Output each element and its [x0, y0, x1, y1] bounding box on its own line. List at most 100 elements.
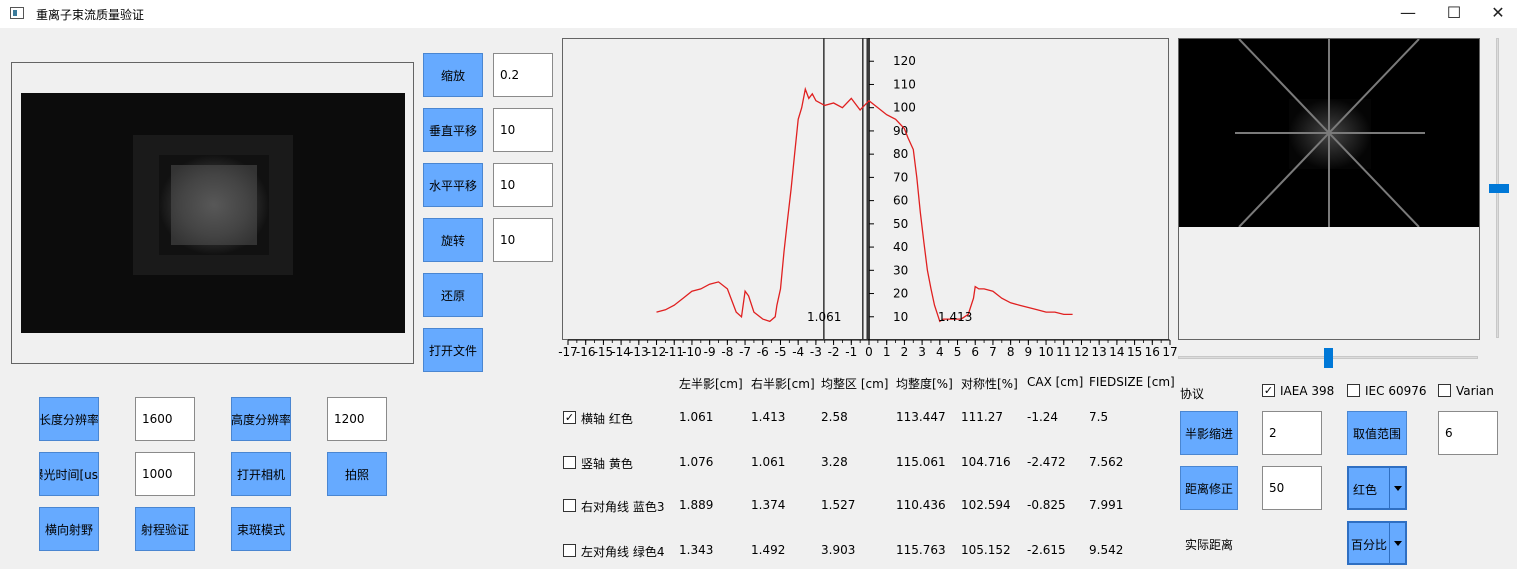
table-cell: 3.28	[821, 455, 848, 469]
penumbra-indent-input[interactable]: 2	[1262, 411, 1322, 455]
width-resolution-button[interactable]: 长度分辨率	[39, 397, 99, 441]
table-cell: 1.527	[821, 498, 856, 512]
row-checkbox[interactable]	[563, 544, 576, 557]
minimize-button[interactable]: —	[1400, 3, 1416, 22]
distance-correction-button[interactable]: 距离修正	[1180, 466, 1238, 510]
table-header: CAX [cm]	[1027, 375, 1084, 389]
zoom-input[interactable]: 0.2	[493, 53, 553, 97]
restore-button[interactable]: 还原	[423, 273, 483, 317]
rotate-input[interactable]: 10	[493, 218, 553, 262]
row-label: 左对角线 绿色4	[581, 545, 665, 559]
exposure-time-label: 曝光时间[us	[40, 467, 98, 482]
camera-preview-panel	[11, 62, 414, 364]
color-dropdown[interactable]: 红色	[1347, 466, 1407, 510]
penumbra-indent-button[interactable]: 半影缩进	[1180, 411, 1238, 455]
x-tick-label: -16	[576, 345, 596, 359]
x-tick-label: 6	[971, 345, 979, 359]
value-range-input[interactable]: 6	[1438, 411, 1498, 455]
rotate-button[interactable]: 旋转	[423, 218, 483, 262]
table-cell: 105.152	[961, 543, 1011, 557]
table-cell: 1.061	[679, 410, 714, 424]
exposure-time-button[interactable]: 曝光时间[us	[39, 452, 99, 496]
x-tick-label: -10	[682, 345, 702, 359]
x-tick-label: 14	[1109, 345, 1124, 359]
protocol-option-label: IAEA 398	[1280, 384, 1335, 398]
lateral-field-button[interactable]: 横向射野	[39, 507, 99, 551]
x-tick-label: -2	[828, 345, 840, 359]
horizontal-shift-button[interactable]: 水平平移	[423, 163, 483, 207]
table-cell: 115.763	[896, 543, 946, 557]
detector-preview-panel	[1178, 38, 1480, 340]
table-cell: 1.076	[679, 455, 714, 469]
x-tick-label: -12	[647, 345, 667, 359]
protocol-checkbox[interactable]	[1347, 384, 1360, 397]
table-cell: 111.27	[961, 410, 1003, 424]
protocol-checkbox[interactable]: ✓	[1262, 384, 1275, 397]
table-cell: 113.447	[896, 410, 946, 424]
x-tick-label: -15	[594, 345, 614, 359]
x-tick-label: 15	[1127, 345, 1142, 359]
x-tick-label: 13	[1092, 345, 1107, 359]
table-cell: 1.889	[679, 498, 714, 512]
x-tick-label: -9	[704, 345, 716, 359]
x-tick-label: 10	[1038, 345, 1053, 359]
table-header: 右半影[cm]	[751, 377, 815, 391]
table-cell: -2.472	[1027, 455, 1066, 469]
annotation-label: 1.413	[938, 310, 972, 324]
height-resolution-button[interactable]: 高度分辨率	[231, 397, 291, 441]
horizontal-slider-thumb[interactable]	[1323, 348, 1333, 368]
vertical-shift-input[interactable]: 10	[493, 108, 553, 152]
width-resolution-input[interactable]: 1600	[135, 397, 195, 441]
zoom-button[interactable]: 缩放	[423, 53, 483, 97]
table-cell: 115.061	[896, 455, 946, 469]
color-dropdown-value: 红色	[1353, 483, 1378, 497]
horizontal-shift-input[interactable]: 10	[493, 163, 553, 207]
open-file-button[interactable]: 打开文件	[423, 328, 483, 372]
table-cell: 1.413	[751, 410, 786, 424]
protocol-checkbox[interactable]	[1438, 384, 1451, 397]
x-tick-label: -3	[810, 345, 822, 359]
y-tick-label: 70	[893, 170, 908, 184]
x-tick-label: 7	[989, 345, 997, 359]
distance-correction-input[interactable]: 50	[1262, 466, 1322, 510]
title-bar	[0, 0, 1517, 28]
row-checkbox[interactable]	[563, 499, 576, 512]
range-verify-button[interactable]: 射程验证	[135, 507, 195, 551]
x-tick-label: -5	[774, 345, 786, 359]
x-tick-label: 1	[883, 345, 891, 359]
vertical-shift-button[interactable]: 垂直平移	[423, 108, 483, 152]
profile-line	[656, 86, 1073, 323]
row-checkbox[interactable]: ✓	[563, 411, 576, 424]
table-cell: 7.5	[1089, 410, 1109, 424]
vertical-slider-thumb[interactable]	[1489, 183, 1509, 193]
x-tick-label: 4	[936, 345, 944, 359]
y-tick-label: 110	[893, 77, 916, 91]
row-label: 横轴 红色	[581, 412, 633, 426]
table-cell: -1.24	[1027, 410, 1059, 424]
close-button[interactable]: ✕	[1491, 3, 1505, 22]
maximize-button[interactable]: ☐	[1446, 3, 1462, 22]
table-cell: 104.716	[961, 455, 1011, 469]
app-icon	[10, 7, 24, 19]
table-cell: 1.374	[751, 498, 786, 512]
x-tick-label: 11	[1056, 345, 1071, 359]
table-header: 均整度[%]	[896, 377, 953, 391]
open-camera-button[interactable]: 打开相机	[231, 452, 291, 496]
table-header: FIEDSIZE [cm]	[1089, 375, 1175, 389]
annotation-label: 1.061	[807, 310, 841, 324]
exposure-time-input[interactable]: 1000	[135, 452, 195, 496]
height-resolution-input[interactable]: 1200	[327, 397, 387, 441]
capture-button[interactable]: 拍照	[327, 452, 387, 496]
row-checkbox[interactable]	[563, 456, 576, 469]
protocol-label: 协议	[1180, 387, 1205, 401]
value-range-button[interactable]: 取值范围	[1347, 411, 1407, 455]
profile-chart: -17-16-15-14-13-12-11-10 -9 -8 -7 -6 -5 -4 -3 -2…	[558, 38, 1178, 359]
x-tick-label: -8	[721, 345, 733, 359]
y-tick-label: 10	[893, 310, 908, 324]
unit-dropdown[interactable]: 百分比	[1347, 521, 1407, 565]
table-header: 左半影[cm]	[679, 377, 743, 391]
detector-preview-image	[1179, 39, 1479, 227]
y-tick-label: 90	[893, 124, 908, 138]
table-cell: 7.562	[1089, 455, 1124, 469]
spot-mode-button[interactable]: 束斑模式	[231, 507, 291, 551]
